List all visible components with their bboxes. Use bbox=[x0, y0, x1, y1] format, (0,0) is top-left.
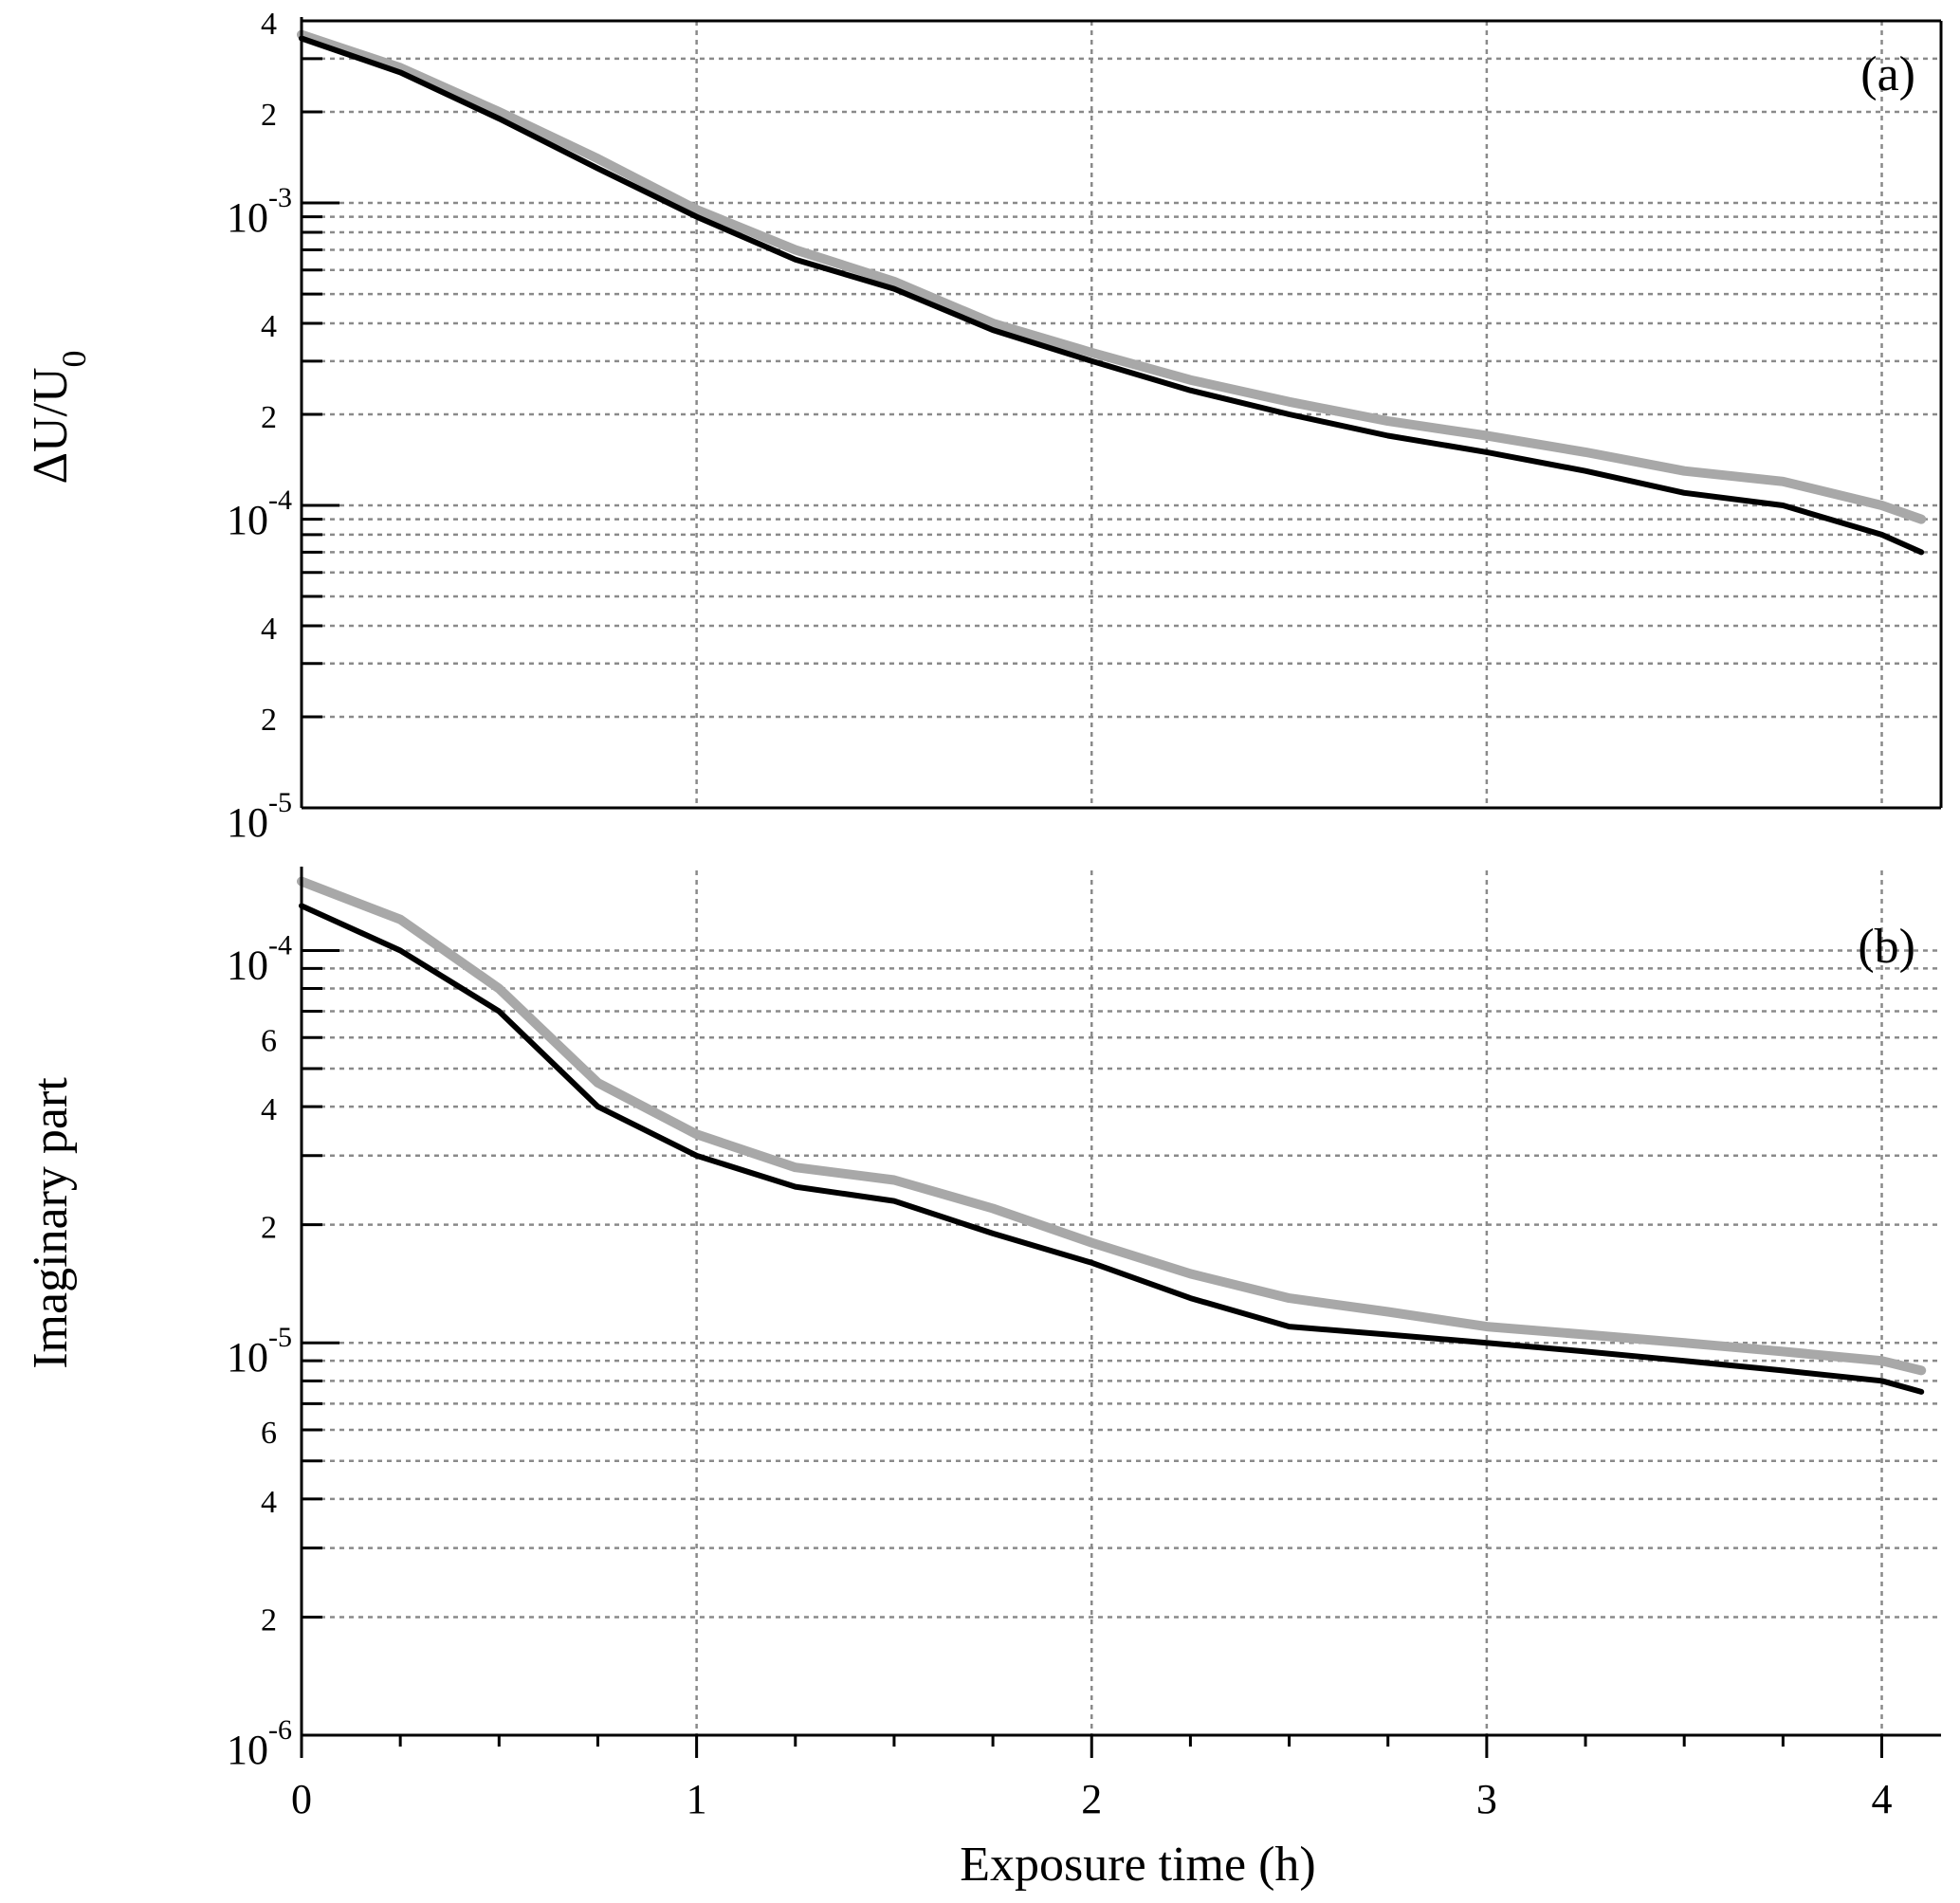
x-axis-title: Exposure time (h) bbox=[960, 1838, 1315, 1892]
x-tick-label: 1 bbox=[687, 1776, 707, 1822]
panel-a-label: (a) bbox=[1860, 47, 1915, 101]
panel-a-y-major-mantissa: 10 bbox=[227, 194, 268, 241]
panel-a-y-major-exponent: -5 bbox=[268, 787, 292, 818]
panel-a-spread-series bbox=[297, 29, 1927, 524]
panel-b-y-major-mantissa: 10 bbox=[227, 942, 268, 988]
panel-b-y-minor-label: 4 bbox=[261, 1485, 277, 1520]
panel-a-y-minor-label: 2 bbox=[261, 400, 277, 435]
panel-b-y-minor-label: 2 bbox=[261, 1602, 277, 1638]
panel-a-y-minor-label: 4 bbox=[261, 7, 277, 42]
x-tick-label: 3 bbox=[1476, 1776, 1497, 1822]
panel-b-y-minor-label: 4 bbox=[261, 1092, 277, 1127]
panel-b-y-major-exponent: -6 bbox=[268, 1714, 292, 1746]
panel-a-y-major-label: 10-4 bbox=[227, 485, 292, 543]
panel-b-spread-series bbox=[297, 876, 1927, 1376]
panel-a-mean-series bbox=[299, 35, 1925, 556]
panel-a-y-minor-label: 4 bbox=[261, 309, 277, 344]
panel-a-y-major-mantissa: 10 bbox=[227, 799, 268, 846]
panel-b-y-major-label: 10-4 bbox=[227, 929, 292, 988]
panel-b-y-major-mantissa: 10 bbox=[227, 1334, 268, 1381]
panel-b-ylabel: Imaginary part bbox=[24, 1077, 78, 1369]
panel-b-mean-series bbox=[299, 903, 1925, 1395]
panel-a-ylabel: ΔU/U0 bbox=[24, 351, 93, 485]
panel-b-y-major-label: 10-5 bbox=[227, 1322, 292, 1381]
panel-a-y-minor-label: 2 bbox=[261, 703, 277, 738]
panel-b-y-minor-label: 6 bbox=[261, 1023, 277, 1058]
panel-a-ylabel-main: ΔU/U bbox=[24, 368, 78, 485]
panel-b-y-minor-label: 6 bbox=[261, 1416, 277, 1451]
x-tick-label: 0 bbox=[291, 1776, 312, 1822]
panel-a-y-major-label: 10-3 bbox=[227, 182, 292, 241]
x-tick-label: 2 bbox=[1081, 1776, 1102, 1822]
x-axis: 0 1 2 3 4 bbox=[291, 1735, 1893, 1822]
panel-a-y-minor-label: 2 bbox=[261, 98, 277, 133]
panel-b-y-major-exponent: -4 bbox=[268, 929, 292, 961]
panel-b-y-major-mantissa: 10 bbox=[227, 1727, 268, 1773]
panel-b-label: (b) bbox=[1858, 920, 1915, 974]
panel-a-y-major-mantissa: 10 bbox=[227, 497, 268, 543]
panel-a-ylabel-subscript: 0 bbox=[55, 351, 93, 368]
panel-b-y-minor-label: 2 bbox=[261, 1211, 277, 1246]
panel-a-y-major-label: 10-5 bbox=[227, 787, 292, 846]
panel-b-y-major-exponent: -5 bbox=[268, 1322, 292, 1353]
panel-b-y-major-label: 10-6 bbox=[227, 1714, 292, 1773]
x-tick-label: 4 bbox=[1872, 1776, 1893, 1822]
panel-a-y-major-exponent: -3 bbox=[268, 182, 292, 213]
panel-a-y-major-exponent: -4 bbox=[268, 485, 292, 516]
panel-a-y-minor-label: 4 bbox=[261, 612, 277, 647]
